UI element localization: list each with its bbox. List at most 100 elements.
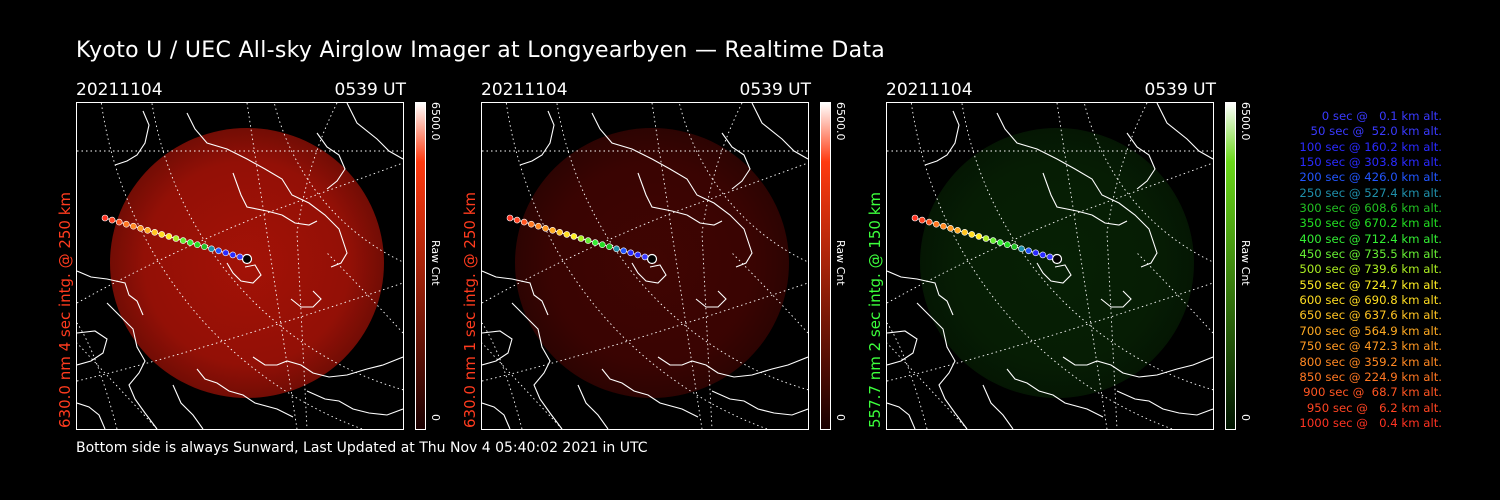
trajectory-point xyxy=(115,218,123,226)
legend-row: 600 sec @ 690.8 km alt. xyxy=(1299,293,1442,308)
station-marker xyxy=(646,253,658,265)
colorbar xyxy=(820,102,831,430)
map-canvas xyxy=(482,103,808,429)
trajectory-point xyxy=(570,233,578,240)
panel-date: 20211104 xyxy=(76,80,163,100)
trajectory-point xyxy=(229,251,237,259)
trajectory-point xyxy=(513,216,521,224)
legend-row: 500 sec @ 739.6 km alt. xyxy=(1299,262,1442,277)
colorbar xyxy=(415,102,426,430)
coastlines xyxy=(482,103,808,429)
trajectory-point xyxy=(606,243,613,250)
trajectory-point xyxy=(975,233,983,240)
trajectory-point xyxy=(520,218,528,226)
panel-wavelength-label: 630.0 nm 4 sec intg. @ 250 km xyxy=(56,191,74,428)
allsky-map-image xyxy=(76,102,404,430)
panel-time: 0539 UT xyxy=(1144,80,1217,100)
trajectory-legend: 0 sec @ 0.1 km alt. 50 sec @ 52.0 km alt.… xyxy=(1299,109,1442,431)
trajectory-point xyxy=(925,218,933,226)
trajectory-point xyxy=(108,216,116,224)
colorbar xyxy=(1225,102,1236,430)
trajectory-point xyxy=(130,222,137,230)
trajectory-point xyxy=(535,222,542,230)
trajectory-point xyxy=(599,241,606,248)
trajectory-point xyxy=(101,214,109,222)
panel-date: 20211104 xyxy=(481,80,568,100)
trajectory-point xyxy=(634,251,642,259)
colorbar-max-label: 6500.0 xyxy=(429,102,442,141)
colorbar-unit-label: Raw Cnt xyxy=(834,240,847,286)
trajectory-point xyxy=(613,245,620,253)
trajectory-point xyxy=(151,229,158,236)
legend-row: 300 sec @ 608.6 km alt. xyxy=(1299,201,1442,216)
colorbar-unit-label: Raw Cnt xyxy=(1239,240,1252,286)
colorbar-min-label: 0 xyxy=(834,414,847,421)
trajectory-point xyxy=(506,214,514,222)
legend-row: 550 sec @ 724.7 km alt. xyxy=(1299,277,1442,292)
panel-date: 20211104 xyxy=(886,80,973,100)
trajectory-point xyxy=(1046,253,1054,261)
panel-wavelength-label: 557.7 nm 2 sec intg. @ 150 km xyxy=(866,191,884,428)
trajectory-point xyxy=(165,233,173,240)
trajectory-point xyxy=(996,239,1004,246)
trajectory-point xyxy=(186,239,194,246)
trajectory-point xyxy=(1018,245,1025,253)
panel-wavelength-label: 630.0 nm 1 sec intg. @ 250 km xyxy=(461,191,479,428)
colorbar-max-label: 6500.0 xyxy=(834,102,847,141)
trajectory-point xyxy=(172,235,180,242)
footer-note: Bottom side is always Sunward, Last Upda… xyxy=(76,440,648,456)
trajectory-point xyxy=(1025,247,1032,255)
trajectory-point xyxy=(1011,243,1018,250)
trajectory-point xyxy=(982,235,990,242)
legend-row: 800 sec @ 359.2 km alt. xyxy=(1299,354,1442,369)
trajectory-point xyxy=(627,249,634,257)
legend-row: 100 sec @ 160.2 km alt. xyxy=(1299,139,1442,154)
page-title: Kyoto U / UEC All-sky Airglow Imager at … xyxy=(76,38,886,63)
colorbar-min-label: 0 xyxy=(1239,414,1252,421)
legend-row: 150 sec @ 303.8 km alt. xyxy=(1299,155,1442,170)
trajectory-point xyxy=(222,249,229,257)
trajectory-point xyxy=(1004,241,1011,248)
trajectory-point xyxy=(542,225,549,232)
trajectory-point xyxy=(932,220,940,228)
station-marker xyxy=(1051,253,1063,265)
trajectory-point xyxy=(144,227,151,234)
map-canvas xyxy=(77,103,403,429)
panel-time: 0539 UT xyxy=(739,80,812,100)
trajectory-point xyxy=(208,245,215,253)
trajectory-point xyxy=(577,235,585,242)
trajectory-point xyxy=(961,229,968,236)
geo-grid xyxy=(887,103,1213,429)
coastlines xyxy=(77,103,403,429)
trajectory-point xyxy=(1039,251,1047,259)
trajectory-point xyxy=(968,231,976,238)
legend-row: 250 sec @ 527.4 km alt. xyxy=(1299,185,1442,200)
trajectory-point xyxy=(122,220,130,228)
trajectory-point xyxy=(201,243,208,250)
colorbar-min-label: 0 xyxy=(429,414,442,421)
map-canvas xyxy=(887,103,1213,429)
legend-row: 50 sec @ 52.0 km alt. xyxy=(1310,124,1442,139)
colorbar-max-label: 6500.0 xyxy=(1239,102,1252,141)
trajectory-point xyxy=(549,227,556,234)
allsky-map-image xyxy=(481,102,809,430)
trajectory-point xyxy=(947,225,954,232)
legend-row: 850 sec @ 224.9 km alt. xyxy=(1299,369,1442,384)
legend-row: 350 sec @ 670.2 km alt. xyxy=(1299,216,1442,231)
legend-row: 750 sec @ 472.3 km alt. xyxy=(1299,339,1442,354)
trajectory-point xyxy=(954,227,961,234)
trajectory-point xyxy=(591,239,599,246)
legend-row: 950 sec @ 6.2 km alt. xyxy=(1306,400,1442,415)
panel-time: 0539 UT xyxy=(334,80,407,100)
trajectory-point xyxy=(563,231,571,238)
trajectory-point xyxy=(1032,249,1039,257)
trajectory-point xyxy=(194,241,201,248)
legend-row: 1000 sec @ 0.4 km alt. xyxy=(1299,415,1442,430)
trajectory-point xyxy=(215,247,222,255)
trajectory-point xyxy=(940,222,947,230)
geo-grid xyxy=(482,103,808,429)
trajectory-point xyxy=(584,237,592,244)
trajectory-point xyxy=(527,220,535,228)
legend-row: 900 sec @ 68.7 km alt. xyxy=(1303,385,1442,400)
trajectory-point xyxy=(158,231,166,238)
